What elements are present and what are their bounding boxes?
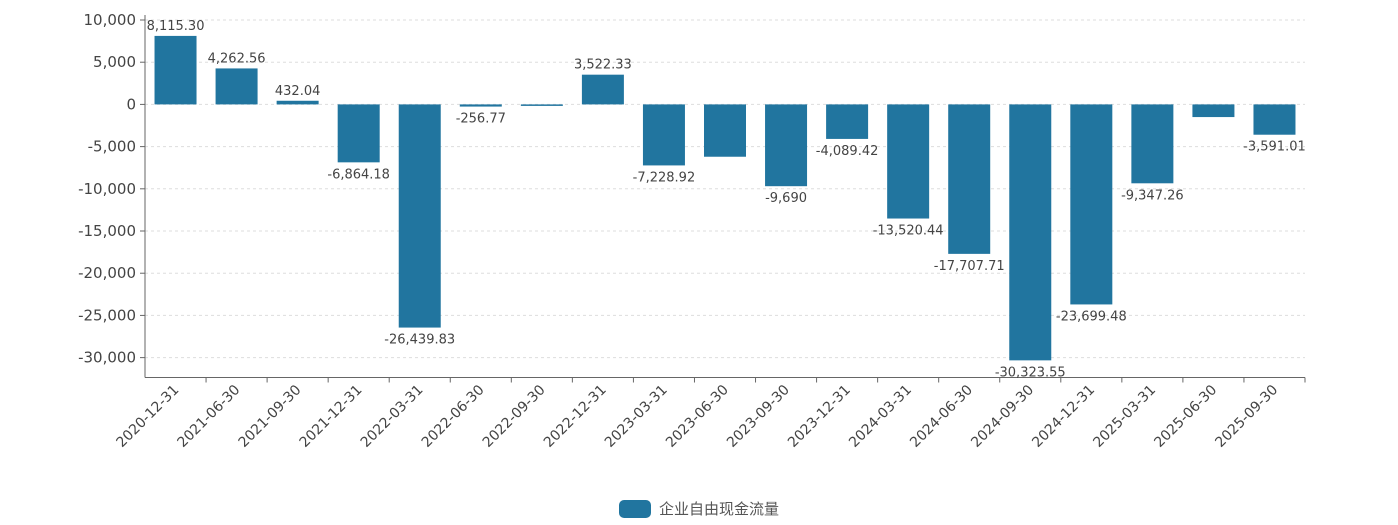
y-tick-label: 5,000 [93,53,136,71]
x-tick-label: 2023-03-31 [602,382,671,451]
bar [948,104,991,254]
data-label: -30,323.55 [995,365,1066,380]
bar [459,104,502,107]
x-tick-label: 2021-06-30 [175,382,244,451]
y-tick-label: -15,000 [78,222,136,240]
data-label: -4,089.42 [816,144,879,159]
bar [826,104,869,139]
x-tick-label: 2024-12-31 [1029,382,1098,451]
x-tick-label: 2023-12-31 [785,382,854,451]
data-label: -6,864.18 [327,167,390,182]
data-label: -26,439.83 [384,333,455,348]
x-tick-label: 2025-09-30 [1212,382,1281,451]
data-label: -9,347.26 [1121,188,1184,203]
data-label: -23,699.48 [1056,309,1127,324]
bar [1192,104,1235,118]
bar [581,74,624,105]
x-tick-label: 2024-09-30 [968,382,1037,451]
bar [704,104,746,157]
x-tick-label: 2021-12-31 [297,382,366,451]
data-label: -17,707.71 [934,259,1005,274]
y-tick-label: -5,000 [88,138,136,156]
bar [276,100,319,105]
x-tick-label: 2021-09-30 [236,382,305,451]
bar-chart: 10,000 5,000 0 -5,000 -10,000 -15,000 -20,000 -… [78,11,1306,451]
data-label: -9,690 [765,191,807,206]
bar [765,104,808,187]
legend[interactable]: 企业自由现金流量 [0,498,1398,519]
bar [154,35,197,105]
x-tick-label: 2022-09-30 [480,382,549,451]
data-label: -3,591.01 [1243,140,1306,155]
y-tick-label: -10,000 [78,180,136,198]
bar [520,104,563,106]
x-tick-label: 2023-06-30 [663,382,732,451]
x-tick-label: 2020-12-31 [114,382,183,451]
bar [337,104,380,163]
data-label: -7,228.92 [633,170,696,185]
x-tick-label: 2022-12-31 [541,382,610,451]
bar [642,104,685,166]
data-label: 8,115.30 [147,19,205,34]
x-tick-label: 2024-06-30 [907,382,976,451]
data-label: -13,520.44 [873,224,944,239]
x-tick-label: 2025-06-30 [1151,382,1220,451]
legend-label: 企业自由现金流量 [658,500,779,518]
legend-swatch [618,499,651,518]
y-tick-label: 0 [126,95,136,113]
x-tick-label: 2023-09-30 [724,382,793,451]
bar [215,68,258,105]
bar [1131,104,1174,184]
y-tick-label: -20,000 [78,264,136,282]
bar [1070,104,1113,305]
bar [1009,104,1052,361]
x-tick-label: 2022-06-30 [419,382,488,451]
data-label: 4,262.56 [208,51,266,66]
data-label: 432.04 [275,84,321,99]
y-tick-label: -25,000 [78,306,136,324]
x-tick-label: 2025-03-31 [1090,382,1159,451]
data-label: 3,522.33 [574,58,632,73]
data-label: -256.77 [456,112,506,127]
y-tick-label: 10,000 [84,11,137,29]
bar [398,104,441,328]
x-tick-label: 2022-03-31 [358,382,427,451]
bar [887,104,930,219]
y-tick-label: -30,000 [78,349,136,367]
x-tick-label: 2024-03-31 [846,382,915,451]
bar [1253,104,1296,135]
